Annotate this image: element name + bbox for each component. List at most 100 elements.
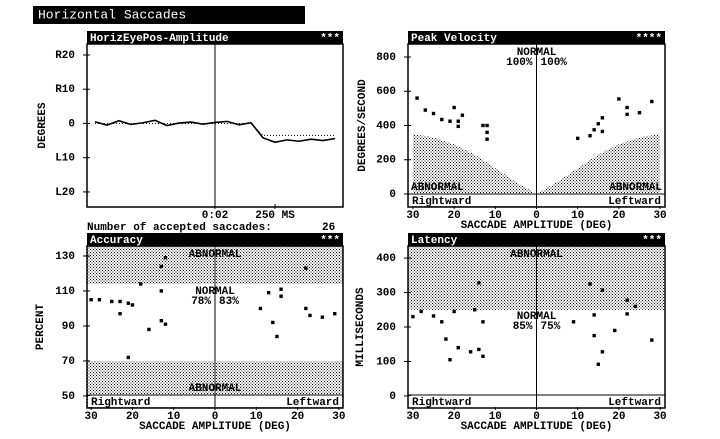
point: [600, 129, 605, 134]
point: [411, 314, 415, 319]
point: [588, 134, 592, 138]
y-axis-label: MILLISECONDS: [355, 287, 367, 367]
y-tick-label: 0: [389, 391, 396, 403]
point: [633, 304, 638, 309]
x-tick-label: 20: [291, 411, 304, 423]
point: [460, 113, 465, 117]
point: [625, 112, 629, 117]
point: [431, 111, 436, 116]
y-tick-label: 200: [376, 155, 396, 167]
point: [266, 291, 271, 295]
title-bar: [408, 31, 665, 44]
point: [320, 315, 325, 319]
point: [473, 308, 477, 312]
point: [118, 299, 122, 304]
title-bar: [87, 31, 343, 44]
x-tick-label: 30: [653, 210, 666, 222]
x-axis-label: SACCADE AMPLITUDE (DEG): [461, 421, 613, 433]
x-tick-label: 10: [250, 411, 263, 423]
point: [110, 299, 114, 304]
point: [481, 320, 485, 324]
point: [452, 105, 456, 110]
point: [456, 345, 460, 350]
normal-label: NORMAL: [517, 47, 557, 59]
abnormal-label: ABNORMAL: [510, 249, 563, 261]
x-tick-label: 0: [212, 411, 219, 423]
panel-stars: ***: [642, 235, 662, 247]
point: [279, 294, 283, 298]
point: [625, 298, 629, 302]
point: [637, 110, 642, 115]
point: [625, 105, 629, 110]
accepted-count: 26: [322, 222, 335, 234]
y-tick-label: 50: [62, 391, 75, 403]
y-tick-label: 400: [376, 253, 396, 265]
point: [452, 309, 456, 314]
x-axis-label: SACCADE AMPLITUDE (DEG): [461, 220, 613, 232]
x-tick-label: 10: [489, 210, 502, 222]
point: [617, 97, 621, 101]
normal-label: NORMAL: [195, 286, 235, 298]
x-tick-label: 10: [571, 210, 584, 222]
point: [126, 301, 130, 305]
point: [448, 119, 452, 123]
normal-pct: 100%: [506, 57, 533, 69]
trace: [94, 119, 336, 144]
x-tick-label: 10: [489, 411, 502, 423]
point: [448, 358, 452, 362]
point: [650, 99, 654, 104]
x-tick-label: 20: [612, 411, 625, 423]
x-tick-label: 30: [332, 411, 345, 423]
normal-label: NORMAL: [517, 311, 557, 323]
direction-left: Rightward: [412, 196, 471, 208]
accepted-label: Number of accepted saccades:: [87, 222, 272, 234]
point: [456, 124, 460, 129]
point: [477, 281, 481, 285]
normal-pct: 85%: [513, 321, 533, 333]
y-tick-label: 100: [376, 356, 396, 368]
point: [485, 123, 489, 128]
y-tick-label: 600: [376, 86, 396, 98]
x-tick-label: 30: [653, 411, 666, 423]
title-bar: [87, 233, 343, 246]
point: [163, 256, 168, 260]
x-tick-label: 0: [533, 411, 540, 423]
point: [600, 350, 605, 354]
point: [271, 320, 275, 325]
point: [419, 309, 423, 314]
point: [163, 322, 168, 326]
y-tick-label: 200: [376, 322, 396, 334]
point: [592, 128, 596, 132]
panel-title: Latency: [411, 235, 458, 247]
point: [625, 312, 629, 316]
panel-title: Accuracy: [90, 235, 143, 247]
x-tick-label: 250 MS: [255, 210, 295, 222]
y-axis-label: DEGREES/SECOND: [357, 79, 369, 172]
title-bar: [408, 233, 665, 246]
y-tick-label: 130: [55, 251, 75, 263]
direction-right: Leftward: [286, 397, 339, 409]
point: [456, 119, 460, 123]
point: [575, 136, 580, 141]
x-tick-label: 20: [126, 411, 139, 423]
y-tick-label: 0: [389, 189, 396, 201]
direction-right: Leftward: [608, 196, 661, 208]
abnormal-label: ABNORMAL: [189, 383, 242, 395]
abnormal-label: ABNORMAL: [411, 182, 464, 194]
direction-left: Rightward: [412, 397, 471, 409]
point: [97, 298, 102, 302]
y-tick-label: 800: [376, 52, 396, 64]
point: [571, 320, 576, 324]
x-tick-label: 20: [448, 210, 461, 222]
y-tick-label: 0: [68, 118, 75, 130]
point: [431, 314, 436, 318]
point: [592, 333, 596, 338]
point: [481, 123, 485, 128]
panel-stars: ***: [320, 235, 340, 247]
trace: [94, 122, 336, 136]
panel-title: Peak Velocity: [411, 33, 497, 45]
x-tick-label: 30: [406, 411, 419, 423]
point: [159, 319, 164, 323]
direction-right: Leftward: [608, 397, 661, 409]
point: [485, 137, 489, 141]
